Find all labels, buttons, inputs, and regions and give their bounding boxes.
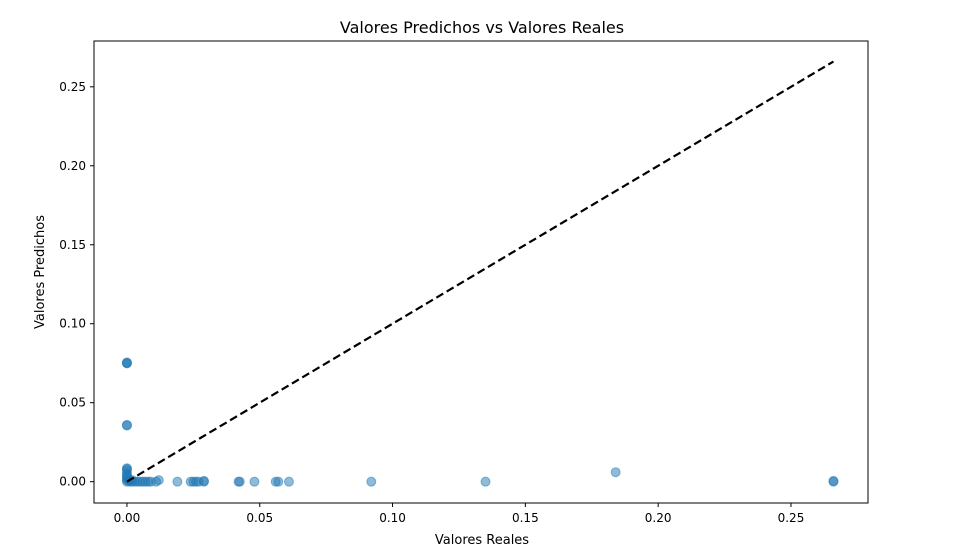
data-point [828,475,839,486]
x-tick-label: 0.10 [379,511,406,525]
data-point [121,357,132,368]
x-tick-label: 0.20 [645,511,672,525]
y-tick-label: 0.00 [59,475,86,489]
data-point [234,476,245,487]
data-point [249,476,260,487]
x-axis-ticks: 0.00 0.05 0.10 0.15 0.20 0.25 [114,503,805,525]
data-point [172,476,183,487]
x-tick-label: 0.25 [778,511,805,525]
data-point [610,467,621,478]
y-tick-label: 0.25 [59,80,86,94]
data-point [366,476,377,487]
y-axis-ticks: 0.00 0.05 0.10 0.15 0.20 0.25 [59,80,94,489]
points-layer [121,357,839,487]
data-point [283,476,294,487]
y-tick-label: 0.10 [59,317,86,331]
plot-frame [93,40,869,504]
data-point [121,420,132,431]
x-axis-label: Valores Reales [435,533,529,548]
y-axis-label: Valores Predichos [33,215,48,329]
y-tick-label: 0.05 [59,396,86,410]
data-point [153,475,164,486]
y-tick-label: 0.20 [59,159,86,173]
x-tick-label: 0.15 [512,511,539,525]
reference-line [126,60,835,483]
x-tick-label: 0.00 [114,511,141,525]
x-tick-label: 0.05 [246,511,273,525]
data-point [273,476,284,487]
data-point [480,476,491,487]
data-point [198,475,209,486]
chart-title: Valores Predichos vs Valores Reales [340,18,624,37]
y-tick-label: 0.15 [59,238,86,252]
